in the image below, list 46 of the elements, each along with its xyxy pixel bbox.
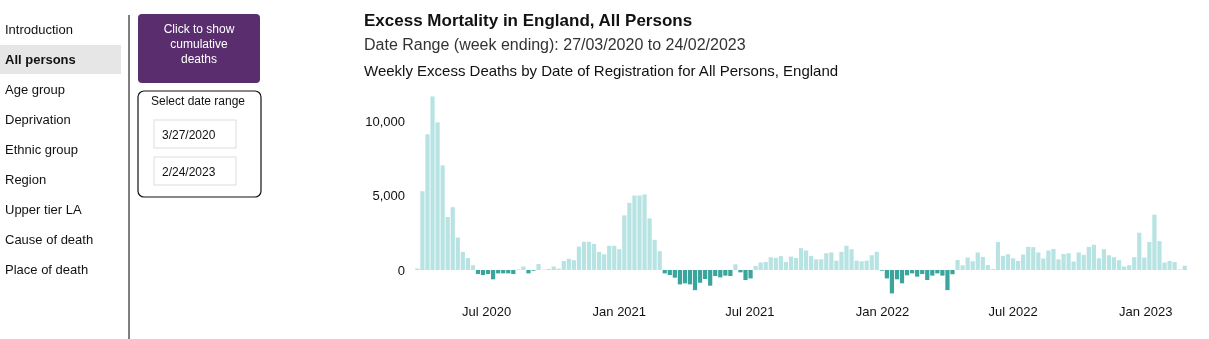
y-tick-label: 5,000 [372, 188, 405, 204]
text: Age group [5, 82, 65, 97]
text: 3/27/2020 [162, 128, 216, 142]
bar [995, 242, 1001, 270]
bar [581, 241, 587, 270]
text: Click to show cumulative deaths [163, 22, 235, 66]
text: Introduction [5, 22, 73, 37]
text: Ethnic group [5, 142, 78, 157]
bar [1005, 254, 1011, 270]
text: Deprivation [5, 112, 71, 127]
bar [889, 269, 895, 294]
text: Select date range [150, 94, 246, 108]
text: Region [5, 172, 47, 187]
bar [692, 269, 698, 291]
x-tick-label: Jan 2022 [855, 304, 910, 319]
bar [733, 264, 738, 270]
bar [591, 243, 597, 270]
bar [475, 269, 481, 274]
x-tick-label: Jan 2023 [1119, 304, 1173, 319]
bar [899, 269, 905, 284]
bar [1101, 249, 1107, 270]
bar [1116, 260, 1122, 270]
bar [1111, 257, 1117, 270]
bar [576, 246, 582, 270]
bar [788, 256, 794, 270]
x-tick-label: Jul 2021 [725, 304, 775, 319]
text: Cause of death [5, 232, 94, 247]
bar [874, 251, 879, 270]
y-tick-label: 0 [397, 262, 405, 278]
chart-title: Excess Mortality in England, All Persons [364, 11, 693, 30]
text: Weekly Excess Deaths by Date of Registration for All Persons, England [364, 62, 839, 79]
x-tick-label: Jul 2022 [988, 304, 1038, 319]
bar [682, 269, 688, 284]
bar [798, 248, 804, 270]
text: Place of death [5, 262, 89, 277]
chart-subtitle: Date Range (week ending): 27/03/2020 to 24/02/2023 [364, 36, 746, 53]
bar [1010, 258, 1016, 270]
x-tick-label: Jul 2020 [462, 304, 512, 319]
text: 2/24/2023 [162, 165, 216, 179]
y-tick-label: 10,000 [365, 114, 405, 130]
text: Upper tier LA [5, 202, 82, 217]
text: All persons [5, 52, 76, 67]
bar [536, 264, 541, 270]
bar [480, 269, 486, 276]
x-tick-label: Jan 2021 [592, 304, 647, 319]
bar [586, 241, 592, 270]
